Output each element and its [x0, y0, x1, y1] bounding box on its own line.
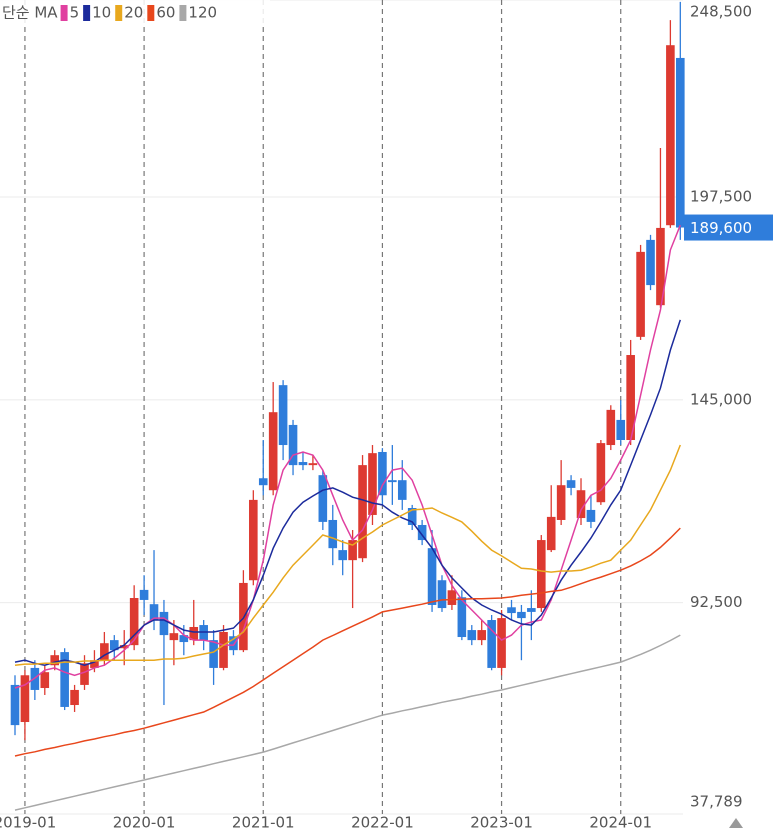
candle-body [666, 45, 675, 226]
candle-body [676, 57, 685, 228]
legend-label: 120 [188, 4, 217, 22]
candle-body [596, 443, 606, 503]
candle-body [586, 509, 596, 522]
candle-body [258, 478, 268, 486]
candle-body [229, 636, 238, 651]
legend-background [0, 0, 270, 26]
candle-body [139, 589, 149, 600]
legend-swatch [147, 5, 155, 21]
candle-body [298, 462, 308, 466]
y-tick-label: 145,000 [690, 390, 752, 408]
candle-body [646, 239, 655, 286]
candle-body [606, 409, 616, 446]
candle-body [487, 620, 496, 668]
legend-title: 단순 MA [2, 4, 58, 22]
candle-body [457, 597, 467, 638]
candle-body [527, 608, 536, 612]
candle-body [477, 630, 487, 641]
candle-body [119, 645, 129, 649]
candle-body [388, 480, 397, 483]
candle-body [50, 655, 60, 666]
x-tick-label: 2019-01 [0, 814, 56, 831]
candle-body [209, 640, 218, 668]
candle-body [447, 590, 457, 605]
candle-body [60, 652, 69, 707]
candle-body [110, 640, 119, 651]
candle-body [437, 580, 447, 609]
candle-body [378, 451, 387, 496]
candle-body [189, 626, 199, 641]
candle-body [169, 633, 179, 641]
candle-body [546, 516, 556, 551]
candle-body [179, 635, 189, 643]
candle-body [467, 630, 477, 641]
candle-body [268, 412, 278, 491]
candle-body [20, 675, 30, 723]
candle-body [90, 660, 99, 668]
candle-body [159, 611, 169, 636]
legend-label: 60 [156, 4, 175, 22]
legend-swatch [83, 5, 91, 21]
candle-body [417, 524, 427, 541]
ma-line [14, 224, 681, 689]
candle-body [566, 480, 576, 488]
legend-label: 20 [124, 4, 143, 22]
candle-body [576, 490, 586, 519]
candle-body [338, 550, 347, 561]
candle-body [556, 485, 566, 520]
legend-swatch [179, 5, 187, 21]
x-tick-label: 2021-01 [232, 814, 295, 831]
candle-body [368, 453, 377, 515]
candle-body [249, 499, 258, 581]
ma-line [14, 319, 682, 666]
candle-body [507, 607, 516, 614]
x-tick-label: 2020-01 [113, 814, 176, 831]
candle-body [80, 663, 89, 685]
candle-body [358, 465, 367, 559]
x-tick-label: 2022-01 [351, 814, 414, 831]
candle-body [308, 463, 318, 466]
candle-body [288, 424, 298, 466]
candle-body [10, 684, 20, 726]
legend-label: 10 [92, 4, 111, 22]
candle-body [626, 355, 635, 441]
legend-swatch [115, 5, 123, 21]
x-tick-label: 2024-01 [589, 814, 652, 831]
candle-body [318, 475, 328, 522]
candle-body [70, 689, 79, 706]
candle-body [636, 251, 645, 337]
last-price-label: 189,600 [690, 219, 752, 237]
legend-label: 5 [70, 4, 80, 22]
ma-line [14, 634, 681, 811]
legend-swatch [60, 5, 68, 21]
candle-body [536, 540, 546, 609]
candle-body [497, 618, 506, 668]
y-tick-label: 37,789 [690, 793, 743, 811]
candle-body [100, 643, 109, 661]
candle-body [219, 632, 228, 668]
ma-line [14, 527, 681, 757]
candle-body [30, 667, 40, 690]
candle-body [427, 548, 437, 605]
candle-body [149, 604, 159, 621]
ma-line [14, 444, 681, 666]
candle-body [517, 611, 526, 619]
candle-body [656, 227, 665, 306]
last-price-box [684, 214, 773, 241]
candle-body [397, 480, 407, 500]
candle-body [40, 672, 50, 689]
candle-body [328, 519, 338, 549]
candle-body [348, 540, 357, 561]
x-tick-label: 2023-01 [470, 814, 533, 831]
candle-body [616, 419, 626, 441]
candle-body [278, 385, 288, 446]
candle-body [407, 507, 417, 525]
y-tick-label: 248,500 [690, 3, 752, 21]
y-tick-label: 197,500 [690, 188, 752, 206]
y-tick-label: 92,500 [690, 593, 743, 611]
candle-body [129, 598, 139, 646]
scroll-icon[interactable] [729, 818, 743, 828]
